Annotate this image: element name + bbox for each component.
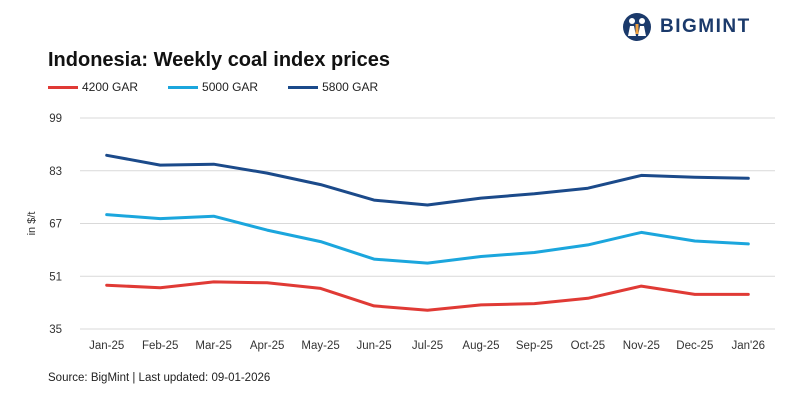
x-tick-label: Mar-25 — [195, 340, 231, 352]
legend-item: 5800 GAR — [288, 80, 378, 94]
chart-legend: 4200 GAR 5000 GAR 5800 GAR — [48, 80, 408, 94]
series-line-5000-gar — [105, 213, 750, 265]
y-tick-label: 67 — [49, 219, 62, 231]
x-tick-label: Oct-25 — [571, 340, 606, 352]
legend-item: 4200 GAR — [48, 80, 138, 94]
brand-logo: BIGMINT — [622, 12, 751, 42]
y-tick-label: 51 — [49, 271, 62, 283]
x-tick-label: Dec-25 — [676, 340, 713, 352]
series-line-5800-gar — [105, 153, 750, 207]
legend-swatch — [168, 85, 199, 89]
y-tick-label: 99 — [49, 113, 62, 125]
legend-label: 5000 GAR — [202, 80, 259, 94]
x-tick-label: Aug-25 — [462, 340, 499, 352]
series-line-4200-gar — [105, 280, 750, 312]
chart-title: Indonesia: Weekly coal index prices — [48, 49, 390, 71]
x-tick-label: Jan'26 — [732, 340, 766, 352]
x-tick-label: Jul-25 — [412, 340, 443, 352]
brand-name: BIGMINT — [660, 16, 751, 37]
x-tick-label: Apr-25 — [250, 340, 285, 352]
bigmint-logo-icon — [623, 13, 651, 41]
legend-label: 5800 GAR — [322, 80, 379, 94]
legend-label: 4200 GAR — [82, 80, 139, 94]
x-tick-label: Jan-25 — [89, 340, 124, 352]
legend-item: 5000 GAR — [168, 80, 258, 94]
source-note: Source: BigMint | Last updated: 09-01-20… — [48, 372, 271, 384]
y-tick-label: 83 — [49, 166, 62, 178]
y-tick-label: 35 — [49, 324, 62, 336]
legend-swatch — [288, 85, 319, 89]
x-tick-label: Jun-25 — [356, 340, 391, 352]
x-tick-label: Sep-25 — [516, 340, 553, 352]
x-tick-label: Nov-25 — [623, 340, 660, 352]
y-axis-label: in $/t — [26, 212, 38, 236]
x-tick-label: May-25 — [301, 340, 339, 352]
legend-swatch — [48, 85, 78, 89]
x-tick-label: Feb-25 — [142, 340, 178, 352]
